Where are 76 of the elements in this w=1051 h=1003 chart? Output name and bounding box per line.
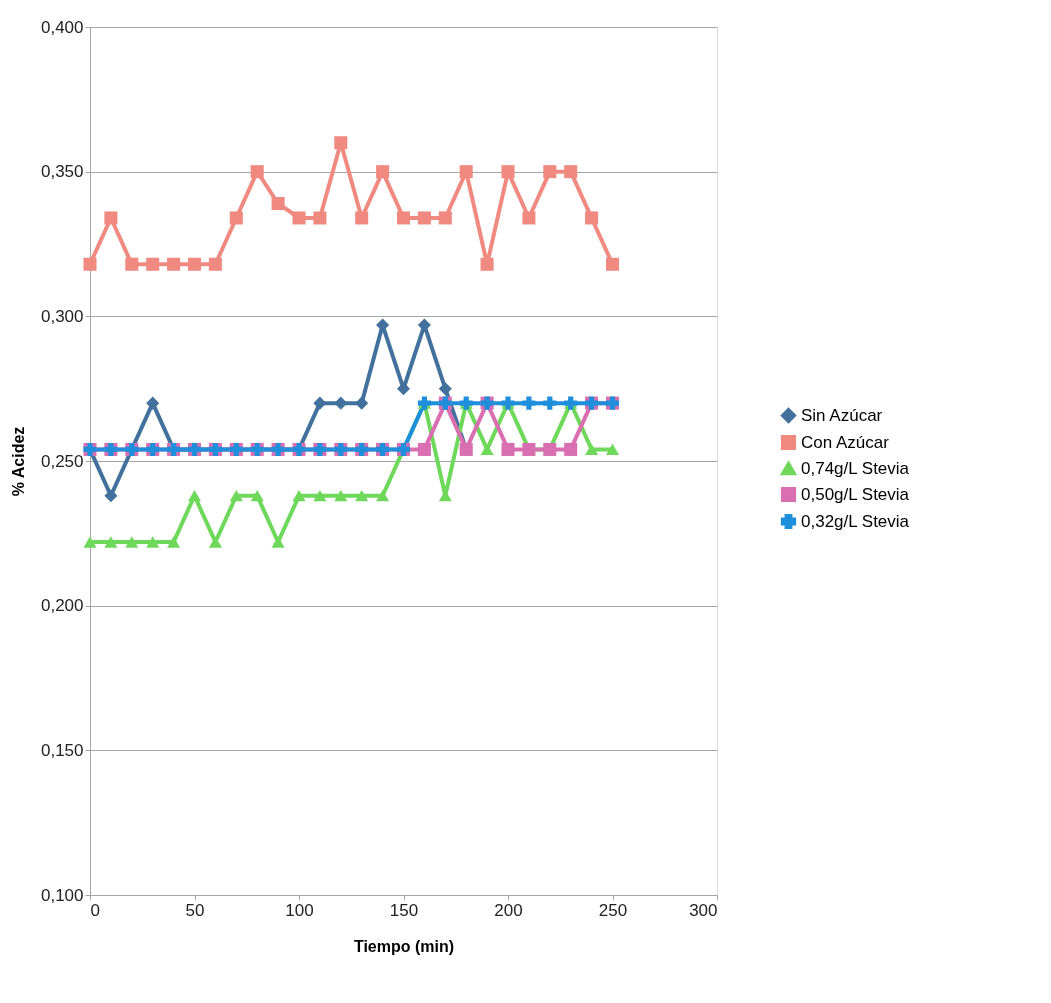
y-tick-label: 0,350 — [40, 162, 84, 182]
point — [564, 165, 578, 179]
legend-label: 0,32g/L Stevia — [801, 511, 910, 531]
point — [396, 211, 411, 225]
legend-label: Sin Azúcar — [801, 405, 883, 425]
point — [208, 536, 222, 548]
point — [522, 396, 536, 410]
point — [271, 196, 285, 211]
point — [83, 257, 97, 271]
point — [605, 257, 620, 271]
x-tick-label: 150 — [389, 900, 419, 920]
y-tick-label: 0,100 — [40, 885, 84, 905]
x-tick-label: 300 — [689, 900, 718, 920]
legend-label: 0,74g/L Stevia — [801, 458, 910, 478]
point — [334, 490, 348, 502]
x-tick-label: 0 — [90, 900, 100, 920]
point — [167, 536, 181, 548]
legend-label: Con Azúcar — [801, 432, 890, 452]
x-tick-label: 100 — [285, 900, 314, 920]
point — [564, 442, 578, 456]
y-tick-label: 0,400 — [40, 17, 84, 37]
point — [313, 211, 327, 225]
point — [417, 211, 431, 225]
point — [376, 490, 390, 502]
point — [187, 257, 202, 271]
x-tick-label: 250 — [598, 900, 628, 920]
y-axis-title: % Acidez — [9, 426, 27, 497]
point — [355, 211, 369, 225]
point — [313, 396, 327, 410]
point — [104, 211, 118, 225]
x-tick-label: 50 — [185, 900, 205, 920]
point — [250, 490, 264, 502]
point — [187, 490, 202, 502]
point — [104, 489, 118, 503]
point — [292, 211, 306, 225]
point — [208, 257, 222, 271]
point — [355, 396, 369, 410]
point — [543, 165, 557, 179]
point — [605, 443, 620, 456]
point — [417, 442, 431, 456]
legend-label: 0,50g/L Stevia — [801, 484, 910, 504]
point — [480, 443, 494, 456]
point — [334, 396, 348, 410]
point — [501, 442, 515, 456]
point — [438, 382, 452, 396]
point — [125, 257, 139, 271]
point — [167, 257, 181, 271]
point — [334, 136, 348, 150]
point — [250, 165, 264, 179]
point — [104, 536, 118, 548]
point — [501, 165, 515, 179]
point — [459, 165, 473, 179]
y-tick-label: 0,150 — [40, 740, 84, 760]
point — [292, 490, 306, 502]
point — [313, 490, 327, 502]
point — [146, 396, 160, 410]
point — [229, 490, 243, 502]
point — [376, 165, 390, 179]
point — [480, 257, 494, 271]
point — [585, 443, 599, 456]
point — [125, 536, 139, 548]
point — [522, 211, 536, 225]
point — [229, 211, 243, 225]
point — [585, 211, 599, 225]
x-axis-title: Tiempo (min) — [353, 937, 455, 955]
point — [543, 396, 557, 410]
point — [83, 536, 97, 548]
y-tick-label: 0,300 — [40, 306, 84, 326]
x-tick-label: 200 — [494, 900, 523, 920]
point — [271, 536, 285, 548]
y-tick-label: 0,250 — [40, 451, 84, 471]
point — [146, 536, 160, 548]
point — [355, 490, 369, 502]
point — [146, 257, 160, 271]
y-tick-label: 0,200 — [40, 596, 84, 616]
point — [438, 211, 452, 225]
